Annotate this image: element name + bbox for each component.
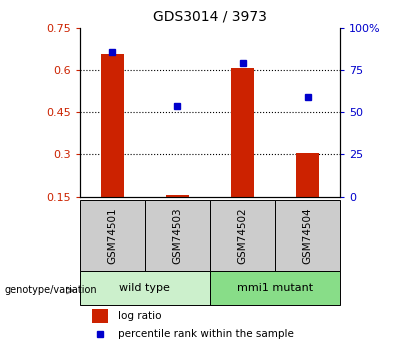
Bar <box>80 271 210 305</box>
Title: GDS3014 / 3973: GDS3014 / 3973 <box>153 10 267 24</box>
Text: wild type: wild type <box>119 283 171 293</box>
Text: mmi1 mutant: mmi1 mutant <box>237 283 313 293</box>
Text: GSM74503: GSM74503 <box>173 207 182 264</box>
Bar <box>166 195 189 197</box>
Bar <box>101 55 124 197</box>
Bar <box>296 153 319 197</box>
Bar <box>145 200 210 271</box>
Text: GSM74504: GSM74504 <box>303 207 312 264</box>
Text: GSM74502: GSM74502 <box>238 207 247 264</box>
Bar <box>275 200 340 271</box>
Bar <box>80 200 145 271</box>
Text: log ratio: log ratio <box>118 311 162 321</box>
Text: GSM74501: GSM74501 <box>108 207 117 264</box>
Text: percentile rank within the sample: percentile rank within the sample <box>118 329 294 339</box>
Bar <box>92 309 108 323</box>
Bar <box>210 271 340 305</box>
Bar <box>210 200 275 271</box>
Text: genotype/variation: genotype/variation <box>4 286 97 295</box>
Bar <box>231 68 254 197</box>
